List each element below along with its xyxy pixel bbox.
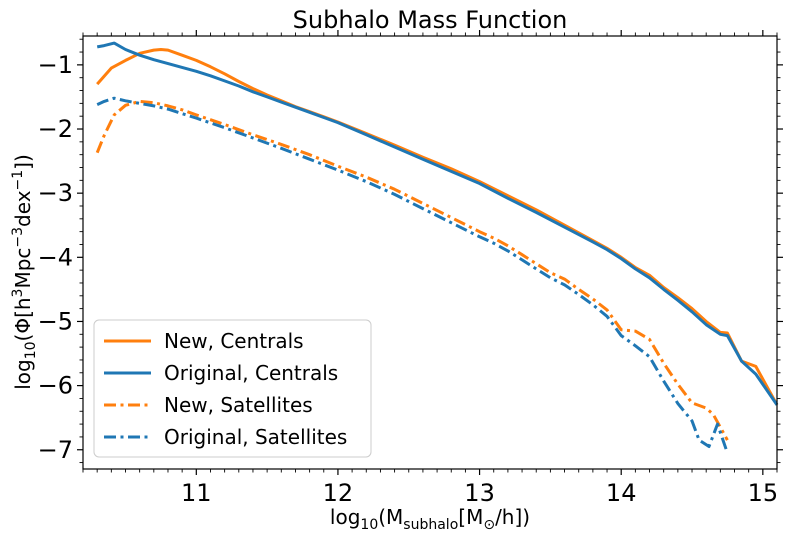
x-label-part: /h]) [495,505,530,529]
y-tick-label: −2 [38,115,73,143]
y-label-part: ]) [11,154,35,170]
x-label-part: (M [378,505,403,529]
y-label-part: Mpc [11,248,35,289]
ticks-layer: 11 12 13 14 15 −1 −2 −3 −4 −5 −6 −7 [38,30,783,507]
y-tick-label: −3 [38,179,73,207]
legend-label-2: New, Satellites [164,393,313,417]
y-label-part: (Φ[h [11,297,35,341]
y-tick-label: −6 [38,372,73,400]
x-tick-label: 14 [606,479,637,507]
x-label-part: [M [458,505,483,529]
series-line-1 [96,41,779,406]
legend-label-0: New, Centrals [164,329,304,353]
chart-title: Subhalo Mass Function [293,6,568,34]
series-layer [95,41,779,454]
y-label-part: log [11,359,35,390]
x-label-part: 10 [360,517,378,533]
y-label-part: −1 [10,170,26,191]
x-label-part: subhalo [403,517,458,533]
y-label-part: 3 [10,289,26,298]
legend: New, Centrals Original, Centrals New, Sate… [93,319,372,458]
legend-label-1: Original, Centrals [164,361,338,385]
legend-label-3: Original, Satellites [164,425,347,449]
x-tick-label: 11 [181,479,212,507]
x-tick-label: 12 [323,479,354,507]
y-axis-label: log10(Φ[h3Mpc−3dex−1]) [10,154,39,390]
y-tick-label: −1 [38,51,73,79]
series-line-0 [96,48,779,406]
y-label-part: 10 [23,341,39,359]
series-line-3 [96,96,729,454]
x-label-part: log [330,505,361,529]
axes-frame [82,35,778,470]
y-tick-label: −5 [38,307,73,335]
y-label-part: −3 [10,227,26,248]
y-tick-label: −7 [38,436,73,464]
x-label-part: ⊙ [483,517,495,533]
legend-box [93,319,372,458]
y-tick-label: −4 [38,243,73,271]
x-axis-label: log10(Msubhalo[M⊙/h]) [330,505,530,533]
series-line-2 [95,99,729,441]
x-tick-label: 15 [748,479,779,507]
y-label-part: dex [11,190,35,227]
x-tick-label: 13 [464,479,495,507]
